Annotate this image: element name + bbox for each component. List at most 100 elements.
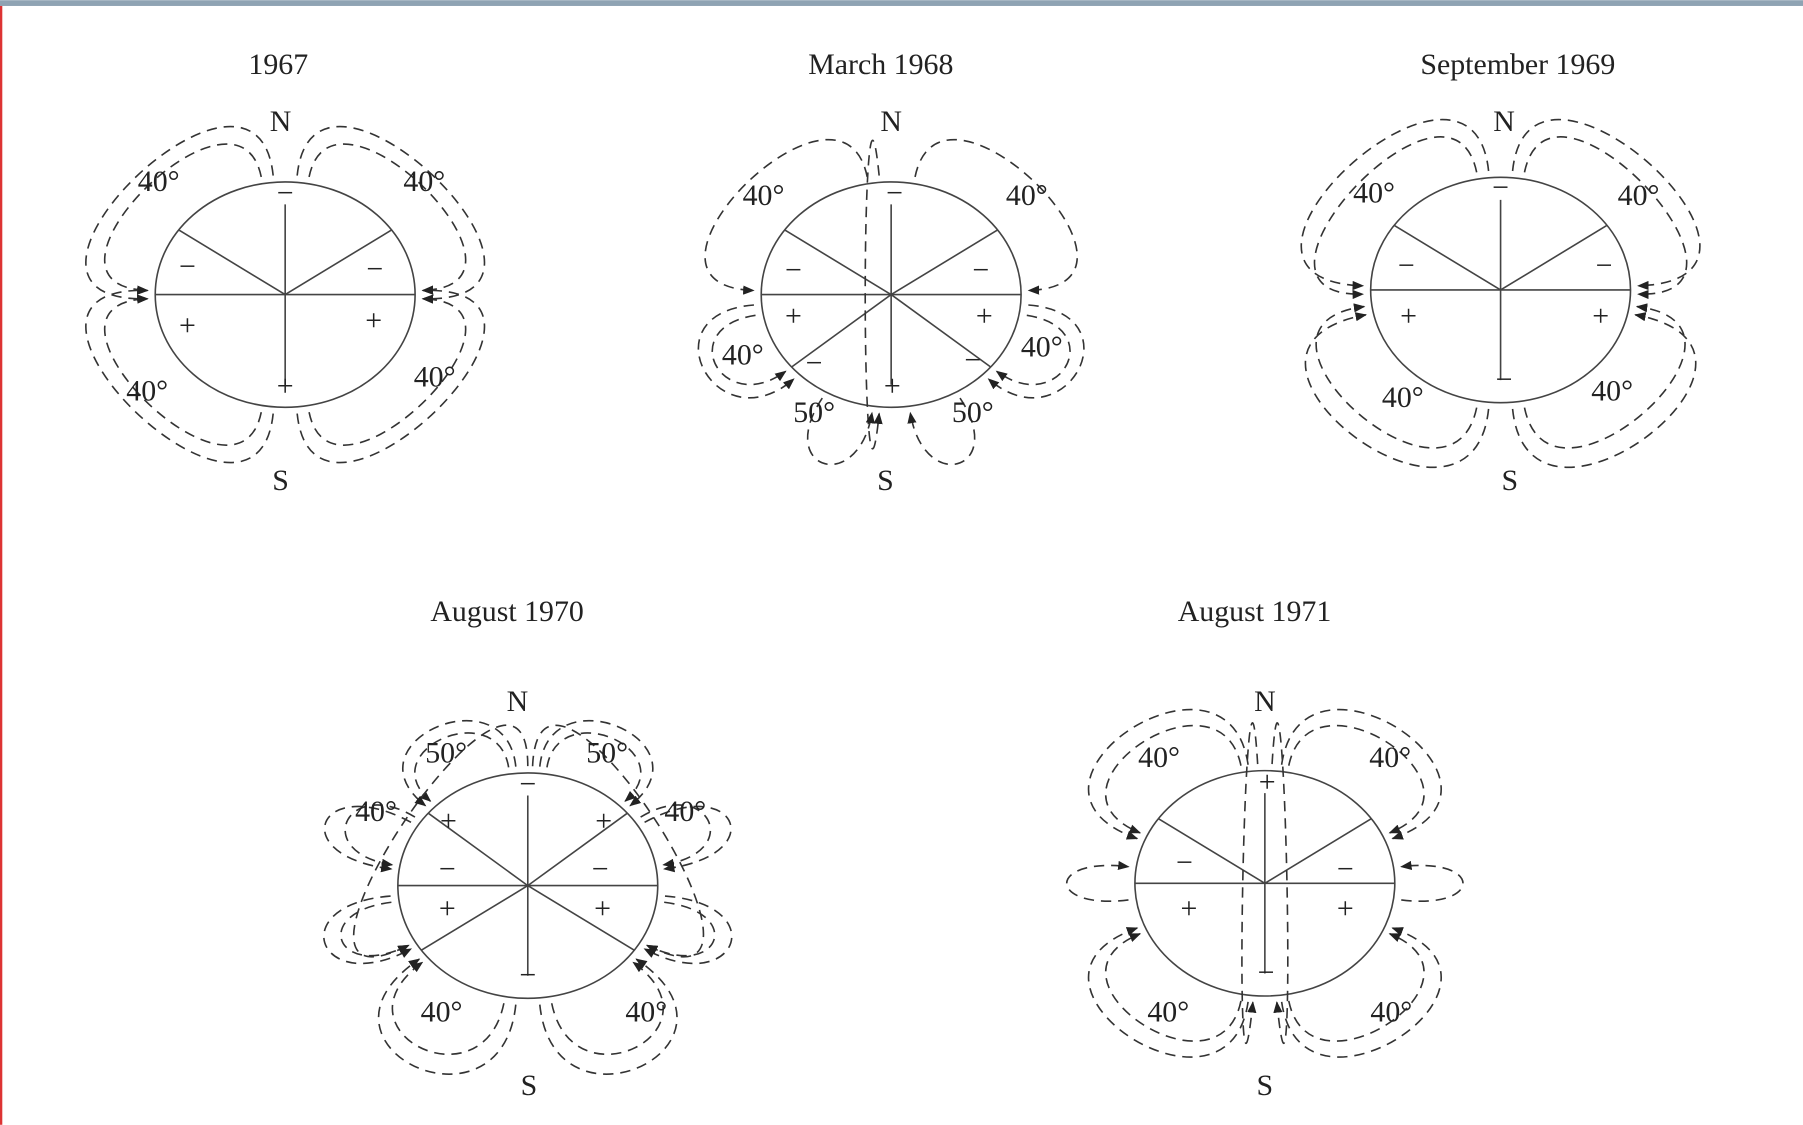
field-line (308, 294, 467, 446)
pole-north: N (1493, 105, 1515, 138)
polarity-sign: − (1337, 853, 1354, 886)
field-line (806, 397, 875, 466)
panel-title: March 1968 (808, 48, 953, 81)
polarity-sign: − (366, 252, 383, 285)
polarity-sign: − (1398, 249, 1415, 282)
field-line (1300, 118, 1490, 291)
latitude-label: 40° (126, 374, 168, 407)
panel-title: August 1971 (1178, 595, 1332, 628)
pole-south: S (521, 1069, 538, 1102)
field-line (914, 138, 1079, 295)
latitude-label: 40° (1369, 741, 1411, 774)
polarity-sign: − (1492, 171, 1509, 204)
field-line (907, 397, 976, 466)
sector-line (427, 812, 529, 887)
polarity-sign: + (595, 804, 612, 837)
field-line (1287, 933, 1425, 1042)
sector-line (784, 229, 892, 296)
panel-title: 1967 (248, 48, 308, 81)
field-line (643, 895, 733, 965)
pole-north: N (880, 105, 902, 138)
pole-north: N (1254, 685, 1276, 718)
field-line (644, 805, 732, 873)
left-border (0, 5, 3, 1125)
pole-south: S (1257, 1069, 1274, 1102)
field-line (344, 804, 416, 868)
latitude-label: 40° (414, 361, 456, 394)
field-line (538, 719, 654, 807)
latitude-label: 40° (1591, 374, 1633, 407)
field-line (546, 732, 642, 802)
field-line (352, 724, 529, 958)
latitude-label: 40° (1618, 179, 1660, 212)
polarity-sign: + (976, 300, 993, 333)
latitude-label: 50° (793, 396, 835, 429)
pole-north: N (507, 685, 529, 718)
pole-south: S (877, 464, 894, 497)
panel-title: September 1969 (1420, 48, 1615, 81)
field-line (1271, 722, 1289, 1044)
field-line (550, 961, 664, 1056)
pole-south: S (272, 464, 289, 497)
polarity-sign: − (785, 254, 802, 287)
polarity-sign: − (1176, 846, 1193, 879)
field-line (640, 804, 711, 868)
top-bar (0, 0, 1803, 6)
polarity-sign: + (1592, 300, 1609, 333)
latitude-label: 40° (421, 995, 463, 1028)
field-line (697, 304, 795, 399)
polarity-sign: + (439, 892, 456, 925)
polarity-sign: + (179, 309, 196, 342)
sector-line (1500, 224, 1608, 291)
field-line (1304, 312, 1490, 469)
field-line (401, 719, 517, 807)
polarity-sign: − (519, 958, 536, 991)
polarity-sign: − (1496, 363, 1513, 396)
field-line (296, 125, 486, 304)
sector-line (527, 812, 628, 887)
sector-line (284, 229, 393, 296)
field-line (1511, 118, 1701, 291)
polarity-sign: − (439, 853, 456, 886)
field-line (104, 294, 263, 446)
field-line (1241, 722, 1259, 1044)
field-line (538, 958, 678, 1075)
latitude-label: 40° (1370, 995, 1412, 1028)
field-line (323, 895, 413, 965)
field-line (1280, 927, 1442, 1058)
panel-title: August 1970 (430, 595, 584, 628)
field-line (646, 901, 716, 957)
sector-line (890, 229, 999, 296)
sector-line (1158, 817, 1266, 885)
polarity-sign: + (277, 370, 294, 403)
polarity-sign: + (594, 892, 611, 925)
field-line (323, 805, 412, 873)
latitude-label: 50° (425, 737, 467, 770)
field-line (1104, 933, 1242, 1042)
latitude-label: 40° (743, 179, 785, 212)
polarity-sign: + (365, 304, 382, 337)
latitude-label: 50° (586, 737, 628, 770)
field-line (1400, 860, 1464, 902)
polarity-sign: + (785, 300, 802, 333)
latitude-label: 40° (625, 995, 667, 1028)
pole-south: S (1501, 464, 1518, 497)
field-line (1287, 724, 1425, 834)
latitude-label: 40° (722, 339, 764, 372)
polarity-sign: − (519, 768, 536, 801)
field-line (1280, 708, 1442, 840)
field-line (308, 143, 467, 295)
field-line (414, 732, 510, 802)
field-line (704, 138, 869, 295)
field-line (104, 143, 263, 295)
latitude-label: 40° (664, 795, 706, 828)
field-line (711, 314, 787, 386)
latitude-label: 40° (1353, 177, 1395, 210)
field-line (531, 724, 705, 958)
field-line (1313, 136, 1478, 300)
latitude-label: 40° (1382, 381, 1424, 414)
latitude-label: 40° (1006, 179, 1048, 212)
pole-north: N (270, 105, 292, 138)
latitude-label: 40° (1021, 331, 1063, 364)
